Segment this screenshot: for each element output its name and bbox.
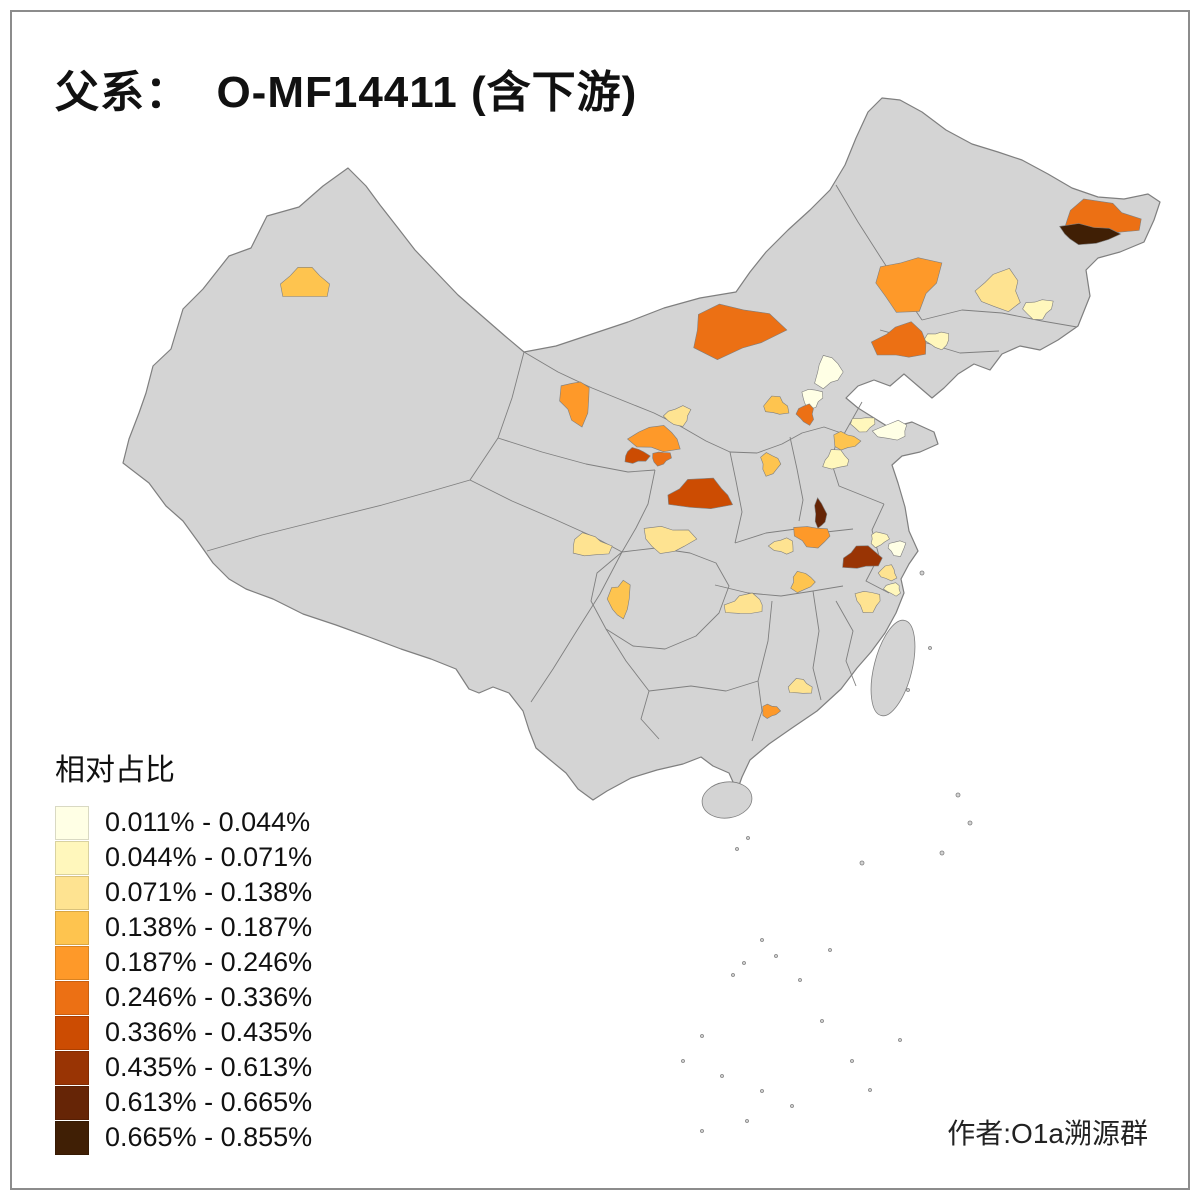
legend-item: 0.011% - 0.044% xyxy=(55,805,312,840)
legend-items: 0.011% - 0.044% 0.044% - 0.071% 0.071% - 0… xyxy=(55,805,312,1155)
colored-regions xyxy=(280,198,1142,719)
legend: 相对占比 0.011% - 0.044% 0.044% - 0.071% 0.071… xyxy=(55,745,312,1155)
map-region-r3 xyxy=(875,257,943,313)
legend-item: 0.071% - 0.138% xyxy=(55,875,312,910)
legend-label: 0.044% - 0.071% xyxy=(105,842,313,872)
legend-label: 0.187% - 0.246% xyxy=(105,947,313,977)
map-region-r15 xyxy=(871,419,908,441)
map-region-r22 xyxy=(662,405,692,427)
map-region-r18 xyxy=(559,381,590,428)
legend-swatch xyxy=(55,875,89,910)
map-region-r38 xyxy=(787,678,813,694)
map-region-r14 xyxy=(850,417,876,433)
map-region-r2 xyxy=(693,303,788,361)
map-region-r11 xyxy=(795,403,814,426)
map-region-r12 xyxy=(763,395,790,415)
legend-swatch xyxy=(55,1015,89,1050)
legend-item: 0.187% - 0.246% xyxy=(55,945,312,980)
legend-swatch xyxy=(55,840,89,875)
map-region-r33 xyxy=(606,579,631,620)
legend-label: 0.336% - 0.435% xyxy=(105,1017,313,1047)
province-borders xyxy=(206,184,1078,742)
map-region-r28 xyxy=(870,531,890,549)
map-region-r40 xyxy=(1022,299,1054,320)
islands xyxy=(681,570,973,1133)
map-region-r34 xyxy=(723,592,763,614)
legend-swatch xyxy=(55,1050,89,1085)
map-region-r20 xyxy=(624,447,651,464)
legend-item: 0.613% - 0.665% xyxy=(55,1085,312,1120)
legend-swatch xyxy=(55,1085,89,1120)
map-region-r8 xyxy=(870,321,927,358)
south-china-sea-islets xyxy=(681,570,973,1133)
legend-label: 0.071% - 0.138% xyxy=(105,877,313,907)
author-credit: 作者:O1a溯源群 xyxy=(947,1118,1148,1149)
taiwan-island xyxy=(870,619,916,717)
legend-swatch xyxy=(55,805,89,840)
map-region-r25 xyxy=(793,526,831,549)
map-region-r13 xyxy=(833,430,862,451)
legend-item: 0.435% - 0.613% xyxy=(55,1050,312,1085)
map-region-r32 xyxy=(643,525,698,554)
legend-title: 相对占比 xyxy=(55,754,175,787)
map-region-r36 xyxy=(854,590,881,613)
map-region-r4 xyxy=(974,268,1021,312)
legend-swatch xyxy=(55,980,89,1015)
legend-label: 0.665% - 0.855% xyxy=(105,1122,313,1152)
map-region-r16 xyxy=(822,449,850,470)
map-region-r37 xyxy=(882,582,901,597)
legend-item: 0.665% - 0.855% xyxy=(55,1120,312,1155)
map-region-r27 xyxy=(842,545,883,569)
map-region-r31 xyxy=(572,532,613,557)
legend-label: 0.246% - 0.336% xyxy=(105,982,313,1012)
legend-label: 0.138% - 0.187% xyxy=(105,912,313,942)
legend-swatch xyxy=(55,910,89,945)
map-region-r6 xyxy=(1059,223,1122,246)
map-region-r10 xyxy=(801,388,824,410)
map-region-r23 xyxy=(667,477,734,510)
legend-swatch xyxy=(55,945,89,980)
page-title: 父系： O-MF14411 (含下游) xyxy=(55,68,638,117)
china-mainland xyxy=(122,97,1161,801)
map-region-r9 xyxy=(814,355,844,390)
map-region-r35 xyxy=(790,570,816,594)
legend-item: 0.336% - 0.435% xyxy=(55,1015,312,1050)
map-region-r19 xyxy=(626,425,681,453)
legend-label: 0.613% - 0.665% xyxy=(105,1087,313,1117)
legend-item: 0.246% - 0.336% xyxy=(55,980,312,1015)
legend-label: 0.011% - 0.044% xyxy=(105,807,311,837)
legend-item: 0.044% - 0.071% xyxy=(55,840,312,875)
map-region-r24 xyxy=(814,497,828,529)
legend-swatch xyxy=(55,1120,89,1155)
map-region-r26 xyxy=(767,537,794,555)
map-region-r30 xyxy=(877,564,898,582)
map-region-r1 xyxy=(280,267,330,297)
map-region-r29 xyxy=(887,540,907,557)
legend-item: 0.138% - 0.187% xyxy=(55,910,312,945)
hainan-island xyxy=(701,781,753,819)
map-region-r17 xyxy=(760,452,782,477)
map-region-r21 xyxy=(652,451,672,467)
legend-label: 0.435% - 0.613% xyxy=(105,1052,313,1082)
map-region-r39 xyxy=(762,703,782,719)
